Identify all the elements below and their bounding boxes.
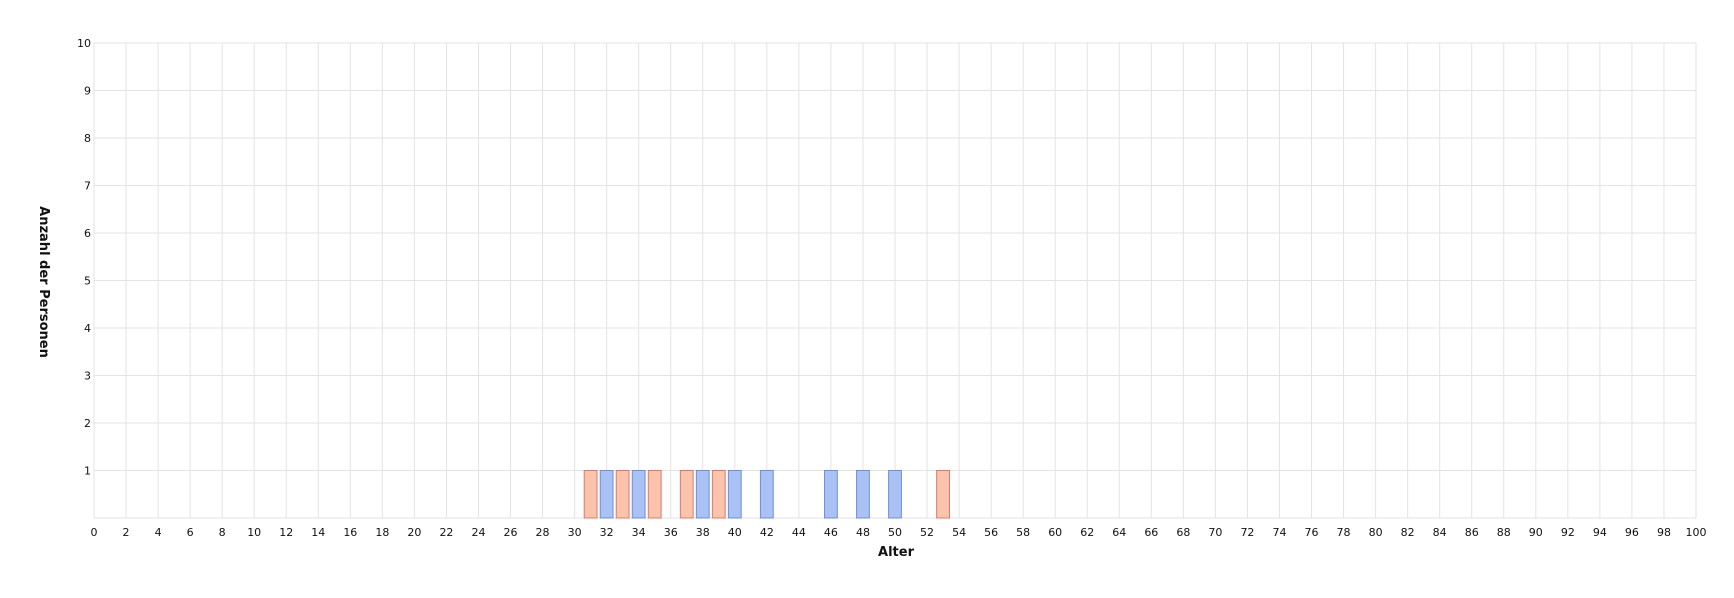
bar xyxy=(727,470,742,519)
x-tick-label: 72 xyxy=(1240,526,1254,539)
x-tick-label: 50 xyxy=(888,526,902,539)
bar xyxy=(599,470,614,519)
bar xyxy=(583,470,598,519)
x-tick-label: 52 xyxy=(920,526,934,539)
bars xyxy=(583,470,950,519)
x-tick-label: 46 xyxy=(824,526,838,539)
x-axis-ticks: 0 2 4 6 8 10 12 14 16 18 20 22 24 26 28 30 32 34 36 38 40 42 4… xyxy=(91,526,1707,539)
x-tick-label: 32 xyxy=(600,526,614,539)
x-tick-label: 22 xyxy=(439,526,453,539)
x-tick-label: 66 xyxy=(1144,526,1158,539)
bar xyxy=(711,470,726,519)
x-tick-label: 40 xyxy=(728,526,742,539)
x-tick-label: 6 xyxy=(187,526,194,539)
grid xyxy=(93,42,1697,519)
x-tick-label: 30 xyxy=(568,526,582,539)
y-tick-label: 8 xyxy=(84,132,91,145)
bar xyxy=(647,470,662,519)
bar xyxy=(936,470,950,519)
bar xyxy=(695,470,710,519)
x-tick-label: 8 xyxy=(219,526,226,539)
x-tick-label: 44 xyxy=(792,526,806,539)
bar xyxy=(888,470,902,519)
x-tick-label: 88 xyxy=(1497,526,1511,539)
bar xyxy=(759,470,774,519)
x-tick-label: 68 xyxy=(1176,526,1190,539)
y-tick-label: 2 xyxy=(84,417,91,430)
bar xyxy=(856,470,870,519)
y-tick-label: 1 xyxy=(84,465,91,478)
x-tick-label: 96 xyxy=(1625,526,1639,539)
x-tick-label: 64 xyxy=(1112,526,1126,539)
x-tick-label: 38 xyxy=(696,526,710,539)
x-tick-label: 60 xyxy=(1048,526,1062,539)
x-tick-label: 70 xyxy=(1208,526,1222,539)
x-tick-label: 92 xyxy=(1561,526,1575,539)
x-tick-label: 90 xyxy=(1529,526,1543,539)
x-tick-label: 2 xyxy=(123,526,130,539)
x-tick-label: 24 xyxy=(471,526,485,539)
x-tick-label: 14 xyxy=(311,526,325,539)
y-tick-label: 10 xyxy=(77,37,91,50)
x-tick-label: 56 xyxy=(984,526,998,539)
x-tick-label: 98 xyxy=(1657,526,1671,539)
x-tick-label: 16 xyxy=(343,526,357,539)
y-tick-label: 9 xyxy=(84,85,91,98)
y-tick-label: 7 xyxy=(84,180,91,193)
x-tick-label: 18 xyxy=(375,526,389,539)
bar xyxy=(824,470,838,519)
x-tick-label: 0 xyxy=(91,526,98,539)
x-tick-label: 42 xyxy=(760,526,774,539)
x-tick-label: 80 xyxy=(1369,526,1383,539)
y-axis-title: Anzahl der Personen xyxy=(36,206,51,358)
x-tick-label: 84 xyxy=(1433,526,1447,539)
bar xyxy=(615,470,630,519)
x-tick-label: 100 xyxy=(1686,526,1707,539)
x-tick-label: 62 xyxy=(1080,526,1094,539)
y-axis-ticks: 1 2 3 4 5 6 7 8 9 10 xyxy=(77,37,91,478)
x-tick-label: 10 xyxy=(247,526,261,539)
x-tick-label: 20 xyxy=(407,526,421,539)
x-tick-label: 76 xyxy=(1305,526,1319,539)
y-tick-label: 6 xyxy=(84,227,91,240)
bar xyxy=(679,470,694,519)
x-tick-label: 26 xyxy=(504,526,518,539)
x-tick-label: 82 xyxy=(1401,526,1415,539)
x-tick-label: 58 xyxy=(1016,526,1030,539)
x-tick-label: 48 xyxy=(856,526,870,539)
x-tick-label: 12 xyxy=(279,526,293,539)
x-tick-label: 86 xyxy=(1465,526,1479,539)
bar xyxy=(631,470,646,519)
x-tick-label: 28 xyxy=(536,526,550,539)
x-tick-label: 4 xyxy=(155,526,162,539)
x-tick-label: 54 xyxy=(952,526,966,539)
x-axis-title: Alter xyxy=(878,545,915,560)
y-tick-label: 3 xyxy=(84,370,91,383)
x-tick-label: 74 xyxy=(1272,526,1286,539)
y-tick-label: 5 xyxy=(84,275,91,288)
x-tick-label: 36 xyxy=(664,526,678,539)
x-tick-label: 78 xyxy=(1337,526,1351,539)
x-tick-label: 94 xyxy=(1593,526,1607,539)
x-tick-label: 34 xyxy=(632,526,646,539)
y-tick-label: 4 xyxy=(84,322,91,335)
